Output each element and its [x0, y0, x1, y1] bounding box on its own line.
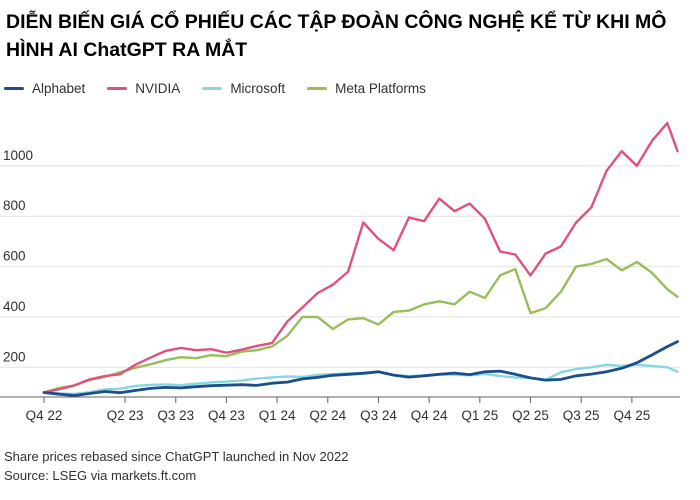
rebase-note: Share prices rebased since ChatGPT launc…	[4, 449, 349, 464]
x-tick-label-10: Q3 25	[563, 408, 600, 423]
x-tick-label-7: Q4 24	[411, 408, 448, 423]
legend-item-meta: Meta Platforms	[307, 81, 426, 96]
legend-swatch-meta	[307, 86, 328, 90]
y-tick-label-400: 400	[3, 299, 26, 314]
chart-legend: Alphabet NVIDIA Microsoft Meta Platforms	[4, 78, 448, 98]
legend-item-alphabet: Alphabet	[4, 81, 85, 96]
x-tick-label-11: Q4 25	[613, 408, 650, 423]
legend-label-nvidia: NVIDIA	[135, 80, 181, 96]
series-line-meta	[42, 257, 679, 394]
x-tick-label-5: Q2 24	[309, 408, 346, 423]
legend-label-meta: Meta Platforms	[335, 80, 426, 96]
legend-label-alphabet: Alphabet	[32, 80, 86, 96]
source-note: Source: LSEG via markets.ft.com	[4, 468, 197, 483]
chart-footer: Share prices rebased since ChatGPT launc…	[4, 447, 348, 485]
y-tick-label-1000: 1000	[3, 148, 33, 163]
chart-title: DIỄN BIẾN GIÁ CỔ PHIẾU CÁC TẬP ĐOÀN CÔNG…	[6, 11, 667, 61]
y-tick-label-200: 200	[3, 349, 26, 364]
legend-label-microsoft: Microsoft	[230, 80, 286, 96]
x-tick-label-3: Q4 23	[208, 408, 245, 423]
legend-swatch-nvidia	[107, 86, 128, 90]
x-tick-label-9: Q2 25	[512, 408, 549, 423]
x-tick-label-4: Q1 24	[259, 408, 296, 423]
x-tick-label-1: Q2 23	[107, 408, 144, 423]
legend-item-nvidia: NVIDIA	[107, 81, 180, 96]
legend-item-microsoft: Microsoft	[202, 81, 285, 96]
series-line-nvidia	[42, 121, 679, 394]
x-tick-label-8: Q1 25	[461, 408, 498, 423]
x-tick-label-0: Q4 22	[26, 408, 63, 423]
legend-swatch-alphabet	[4, 86, 24, 90]
x-tick-label-2: Q3 23	[157, 408, 194, 423]
series-line-alphabet	[42, 340, 679, 397]
x-tick-label-6: Q3 24	[360, 408, 397, 423]
y-tick-label-800: 800	[3, 198, 26, 213]
legend-swatch-microsoft	[202, 86, 223, 90]
y-tick-label-600: 600	[3, 249, 26, 264]
